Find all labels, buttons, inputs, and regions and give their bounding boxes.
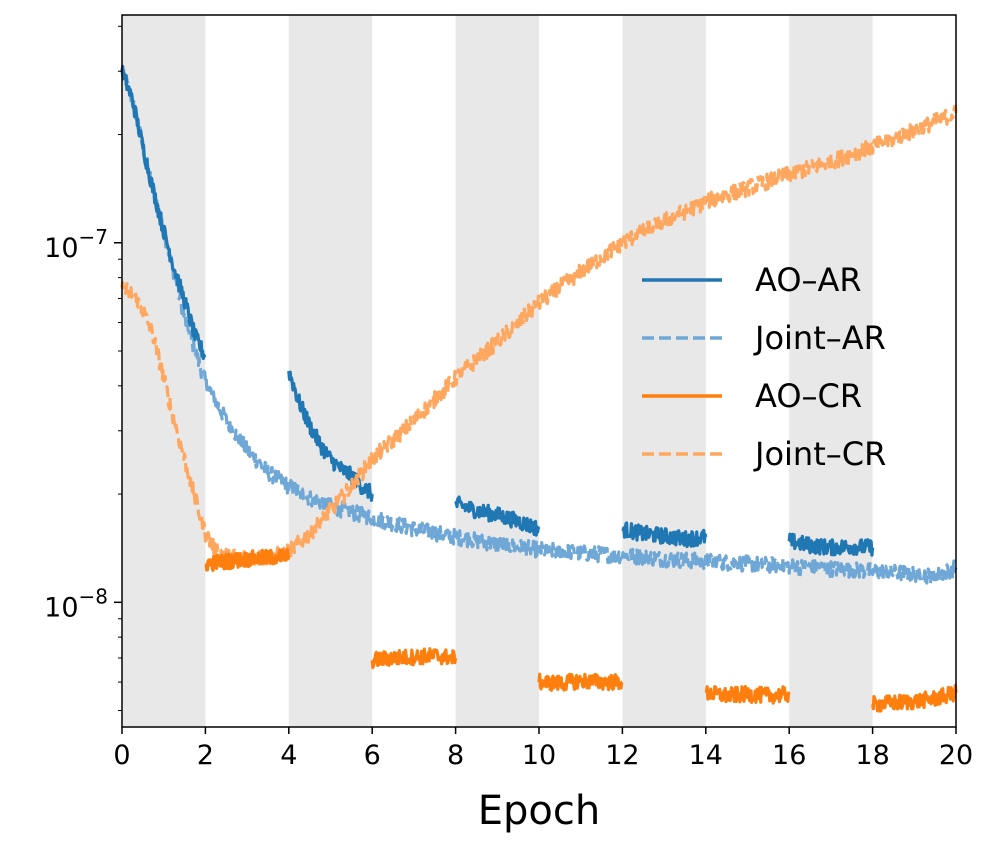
series-ao-ar-segment-3 bbox=[621, 521, 708, 549]
x-tick-label: 16 bbox=[772, 740, 806, 771]
epoch-shading bbox=[122, 15, 873, 727]
x-tick-label: 10 bbox=[522, 740, 556, 771]
x-tick-label: 2 bbox=[197, 740, 214, 771]
plot-lines bbox=[120, 64, 958, 713]
series-ao-cr-segment-2 bbox=[537, 672, 624, 692]
x-axis-label: Epoch bbox=[478, 788, 600, 834]
y-axis: 10−7 10−8 bbox=[44, 25, 122, 712]
x-tick-label: 0 bbox=[113, 740, 130, 771]
x-tick-label: 8 bbox=[447, 740, 464, 771]
legend-label-joint-cr: Joint–CR bbox=[753, 435, 886, 473]
legend-label-ao-ar: AO–AR bbox=[755, 261, 862, 299]
x-tick-label: 18 bbox=[855, 740, 889, 771]
x-tick-label: 14 bbox=[689, 740, 723, 771]
series-ao-cr-segment-0 bbox=[204, 547, 291, 572]
legend-label-joint-ar: Joint–AR bbox=[753, 319, 886, 357]
y-tick-label: 10−8 bbox=[44, 584, 108, 623]
series-joint-ar-segment-0 bbox=[120, 67, 958, 586]
shaded-band-4 bbox=[789, 15, 873, 727]
series-ao-cr-segment-4 bbox=[871, 683, 958, 713]
series-ao-ar-segment-4 bbox=[787, 532, 875, 557]
x-tick-label: 4 bbox=[280, 740, 297, 771]
series-ao-ar-segment-0 bbox=[120, 64, 207, 361]
legend: AO–AR Joint–AR AO–CR Joint–CR bbox=[642, 261, 886, 473]
series-ao-cr-segment-3 bbox=[704, 684, 791, 705]
x-tick-label: 6 bbox=[364, 740, 381, 771]
legend-label-ao-cr: AO–CR bbox=[755, 377, 862, 415]
shaded-band-1 bbox=[288, 15, 373, 727]
shaded-band-2 bbox=[455, 15, 539, 727]
series-ao-cr-segment-1 bbox=[370, 647, 458, 670]
y-tick-label: 10−7 bbox=[44, 225, 108, 264]
x-tick-label: 12 bbox=[605, 740, 639, 771]
x-tick-label: 20 bbox=[939, 740, 973, 771]
series-ao-ar-segment-2 bbox=[454, 495, 541, 537]
x-axis: 0 2 4 6 8 10 12 14 16 18 20 bbox=[113, 727, 973, 771]
shaded-band-3 bbox=[622, 15, 706, 727]
